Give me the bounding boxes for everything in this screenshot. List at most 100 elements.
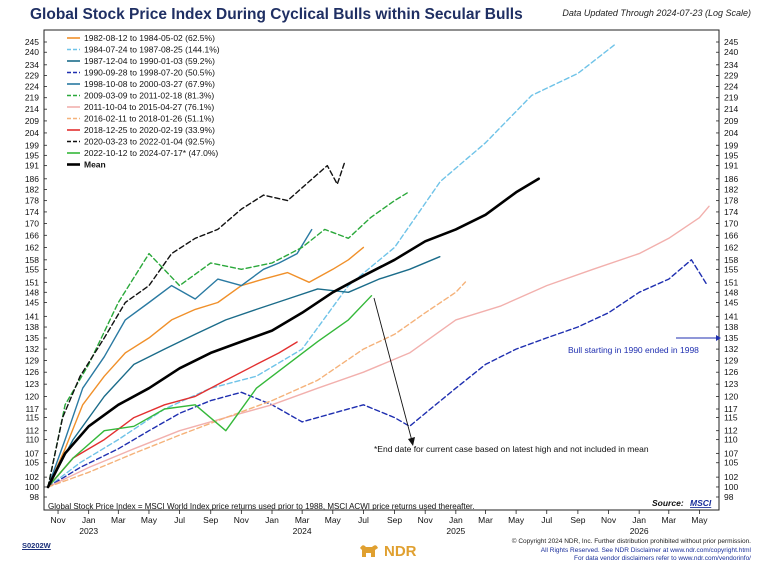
x-tick-label: Nov — [601, 515, 617, 525]
y-tick-label: 112 — [25, 426, 39, 436]
copyright-line[interactable]: For data vendor disclaimers refer to www… — [573, 555, 751, 562]
ndr-logo: NDR — [358, 540, 448, 562]
arrow-head-icon — [716, 335, 721, 341]
copyright-line: © Copyright 2024 NDR, Inc. Further distr… — [511, 538, 751, 545]
y-tick-label: 162 — [25, 242, 39, 252]
legend-label: 2009-03-09 to 2011-02-18 (81.3%) — [84, 91, 214, 101]
source-label: Source: — [652, 498, 684, 508]
legend-label: 2020-03-23 to 2022-01-04 (92.5%) — [84, 137, 215, 147]
annotation-text-end: *End date for current case based on late… — [374, 444, 649, 454]
y-tick-label: 204 — [25, 128, 39, 138]
y-tick-label-right: 174 — [724, 207, 738, 217]
y-tick-label: 229 — [25, 71, 39, 81]
y-tick-label-right: 112 — [724, 426, 738, 436]
y-tick-label-right: 123 — [724, 379, 738, 389]
annotation-arrow-end — [373, 297, 413, 442]
series-line — [47, 341, 298, 488]
y-tick-label-right: 100 — [724, 482, 738, 492]
y-tick-label: 123 — [25, 379, 39, 389]
y-tick-label: 234 — [25, 60, 39, 70]
legend-label: 2011-10-04 to 2015-04-27 (76.1%) — [84, 102, 214, 112]
y-tick-label: 166 — [25, 230, 39, 240]
series-line — [47, 256, 441, 488]
copyright-line[interactable]: All Rights Reserved. See NDR Disclaimer … — [540, 546, 751, 554]
y-tick-label: 240 — [25, 47, 39, 57]
y-tick-label: 155 — [25, 264, 39, 274]
y-tick-label-right: 158 — [724, 255, 738, 265]
y-tick-label: 174 — [25, 207, 39, 217]
y-tick-label: 199 — [25, 140, 39, 150]
legend-label: 1987-12-04 to 1990-01-03 (59.2%) — [84, 56, 215, 66]
series-line — [47, 161, 346, 488]
series-line — [47, 43, 617, 488]
series-line — [47, 190, 411, 488]
y-tick-label-right: 117 — [724, 404, 738, 414]
y-tick-label-right: 178 — [724, 196, 738, 206]
annotation-bull-1990: Bull starting in 1990 ended in 1998 — [568, 335, 721, 355]
x-tick-label: May — [141, 515, 158, 525]
y-tick-label: 129 — [25, 356, 39, 366]
y-tick-label: 191 — [25, 161, 39, 171]
logo-text: NDR — [384, 542, 417, 560]
y-tick-label: 132 — [25, 344, 39, 354]
x-tick-label: Jan — [82, 515, 96, 525]
y-tick-label: 138 — [25, 322, 39, 332]
x-tick-label: Jan — [449, 515, 463, 525]
footnote-index: Global Stock Price Index = MSCI World In… — [48, 502, 474, 511]
chart-subtitle: Data Updated Through 2024-07-23 (Log Sca… — [562, 8, 751, 18]
x-tick-label: Jul — [358, 515, 369, 525]
y-tick-label-right: 191 — [724, 161, 738, 171]
y-tick-label: 126 — [25, 367, 39, 377]
x-tick-label: May — [691, 515, 708, 525]
x-tick-label: Mar — [111, 515, 126, 525]
y-tick-label: 219 — [25, 93, 39, 103]
y-tick-label-right: 209 — [724, 116, 738, 126]
y-tick-label: 151 — [25, 277, 39, 287]
y-tick-label: 214 — [25, 104, 39, 114]
x-tick-label: May — [325, 515, 342, 525]
y-tick-label-right: 166 — [724, 230, 738, 240]
legend-label: 1982-08-12 to 1984-05-02 (62.5%) — [84, 33, 215, 43]
y-tick-label-right: 126 — [724, 367, 738, 377]
y-tick-label-right: 135 — [724, 333, 738, 343]
y-tick-label-right: 224 — [724, 81, 738, 91]
y-tick-label-right: 155 — [724, 264, 738, 274]
series-line — [47, 246, 365, 488]
y-tick-label: 148 — [25, 287, 39, 297]
x-axis: Nov Jan Mar May Jul Sep Nov Jan Mar May Jul Sep Nov J… — [50, 510, 708, 525]
y-tick-label-right: 240 — [724, 47, 738, 57]
y-tick-label-right: 186 — [724, 174, 738, 184]
x-tick-label: Jan — [632, 515, 646, 525]
y-tick-label-right: 107 — [724, 448, 738, 458]
y-tick-label: 182 — [25, 185, 39, 195]
y-tick-label: 120 — [25, 391, 39, 401]
footer-code[interactable]: S0202W — [22, 541, 51, 550]
y-tick-label: 117 — [25, 404, 39, 414]
y-tick-label-right: 219 — [724, 93, 738, 103]
x-tick-label: Mar — [478, 515, 493, 525]
y-tick-label-right: 182 — [724, 185, 738, 195]
x-tick-label: Jul — [174, 515, 185, 525]
legend-label: 2018-12-25 to 2020-02-19 (33.9%) — [84, 125, 215, 135]
y-tick-label-right: 151 — [724, 277, 738, 287]
x-tick-label: Sep — [387, 515, 402, 525]
y-tick-label-right: 110 — [724, 435, 738, 445]
y-tick-label: 105 — [25, 458, 39, 468]
y-tick-label-right: 138 — [724, 322, 738, 332]
x-tick-label: Jul — [541, 515, 552, 525]
y-tick-label: 145 — [25, 297, 39, 307]
y-tick-label: 100 — [25, 482, 39, 492]
x-tick-label: Jan — [265, 515, 279, 525]
series-line — [47, 228, 313, 488]
y-tick-label: 170 — [25, 218, 39, 228]
y-tick-label: 195 — [25, 150, 39, 160]
y-tick-label-right: 229 — [724, 71, 738, 81]
y-tick-label: 115 — [25, 413, 39, 423]
series-line — [47, 259, 708, 488]
x-tick-label: Mar — [661, 515, 676, 525]
y-tick-label: 98 — [30, 492, 40, 502]
source-value[interactable]: MSCI — [690, 498, 712, 508]
legend-label: 2022-10-12 to 2024-07-17* (47.0%) — [84, 148, 218, 158]
